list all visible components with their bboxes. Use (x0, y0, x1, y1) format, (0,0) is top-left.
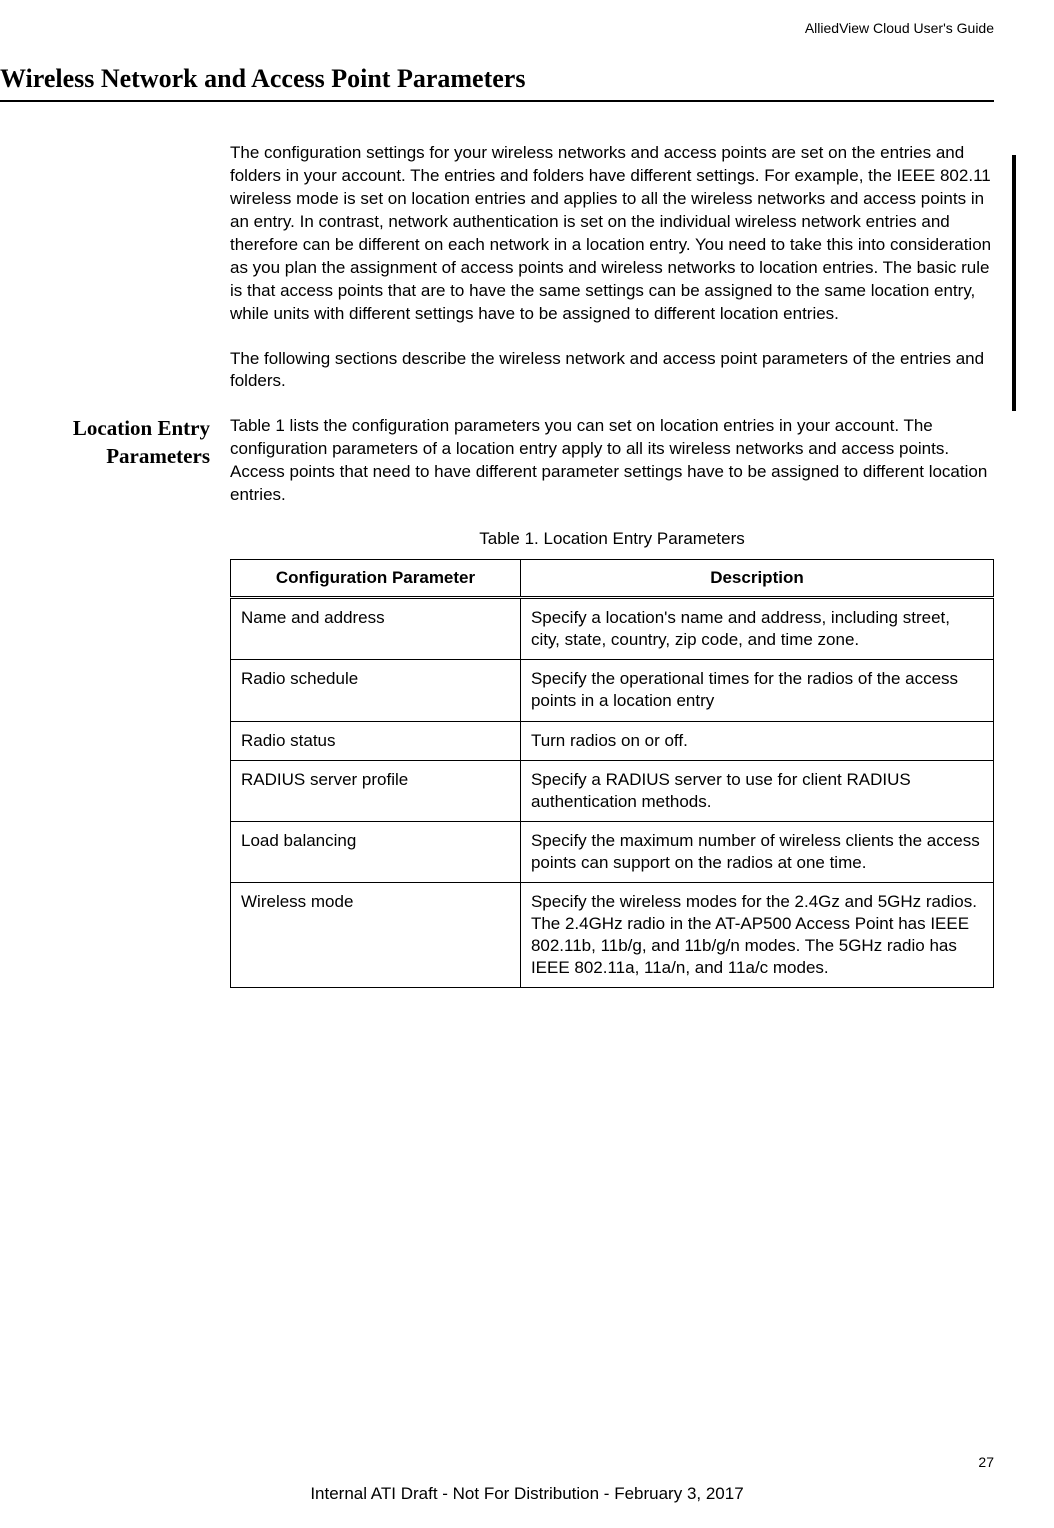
paragraph-2: The following sections describe the wire… (230, 348, 994, 394)
table-cell-param: Radio schedule (231, 660, 521, 721)
table-row: Radio status Turn radios on or off. (231, 721, 994, 760)
table-cell-param: RADIUS server profile (231, 760, 521, 821)
table-cell-desc: Turn radios on or off. (520, 721, 993, 760)
footer-draft-text: Internal ATI Draft - Not For Distributio… (0, 1484, 1054, 1504)
paragraph-1: The configuration settings for your wire… (230, 142, 994, 326)
table-cell-desc: Specify the maximum number of wireless c… (520, 821, 993, 882)
table-cell-desc: Specify the wireless modes for the 2.4Gz… (520, 882, 993, 987)
table-header-desc: Description (520, 560, 993, 598)
title-rule (0, 100, 994, 102)
table-cell-desc: Specify the operational times for the ra… (520, 660, 993, 721)
params-table: Configuration Parameter Description Name… (230, 559, 994, 988)
table-row: RADIUS server profile Specify a RADIUS s… (231, 760, 994, 821)
table-row: Radio schedule Specify the operational t… (231, 660, 994, 721)
table-header-param: Configuration Parameter (231, 560, 521, 598)
page-number: 27 (978, 1454, 994, 1470)
table-cell-desc: Specify a location's name and address, i… (520, 598, 993, 660)
table-cell-param: Radio status (231, 721, 521, 760)
section-title: Wireless Network and Access Point Parame… (0, 64, 994, 94)
right-column: The configuration settings for your wire… (230, 142, 994, 415)
table-cell-desc: Specify a RADIUS server to use for clien… (520, 760, 993, 821)
table-cell-param: Name and address (231, 598, 521, 660)
header-guide-title: AlliedView Cloud User's Guide (0, 20, 994, 36)
table-header-row: Configuration Parameter Description (231, 560, 994, 598)
left-column (0, 142, 210, 415)
subsection-label-line2: Parameters (106, 444, 210, 468)
table-row: Load balancing Specify the maximum numbe… (231, 821, 994, 882)
content-area: The configuration settings for your wire… (0, 142, 994, 415)
subsection-row: Location Entry Parameters Table 1 lists … (0, 415, 994, 988)
margin-indicator-bar (1012, 155, 1016, 411)
subsection-label-line1: Location Entry (73, 416, 210, 440)
subsection-label-col: Location Entry Parameters (0, 415, 210, 988)
table-cell-param: Wireless mode (231, 882, 521, 987)
table-caption: Table 1. Location Entry Parameters (230, 529, 994, 549)
table-row: Name and address Specify a location's na… (231, 598, 994, 660)
paragraph-3: Table 1 lists the configuration paramete… (230, 415, 994, 507)
table-cell-param: Load balancing (231, 821, 521, 882)
subsection-label: Location Entry Parameters (0, 415, 210, 470)
subsection-content-col: Table 1 lists the configuration paramete… (230, 415, 994, 988)
table-row: Wireless mode Specify the wireless modes… (231, 882, 994, 987)
